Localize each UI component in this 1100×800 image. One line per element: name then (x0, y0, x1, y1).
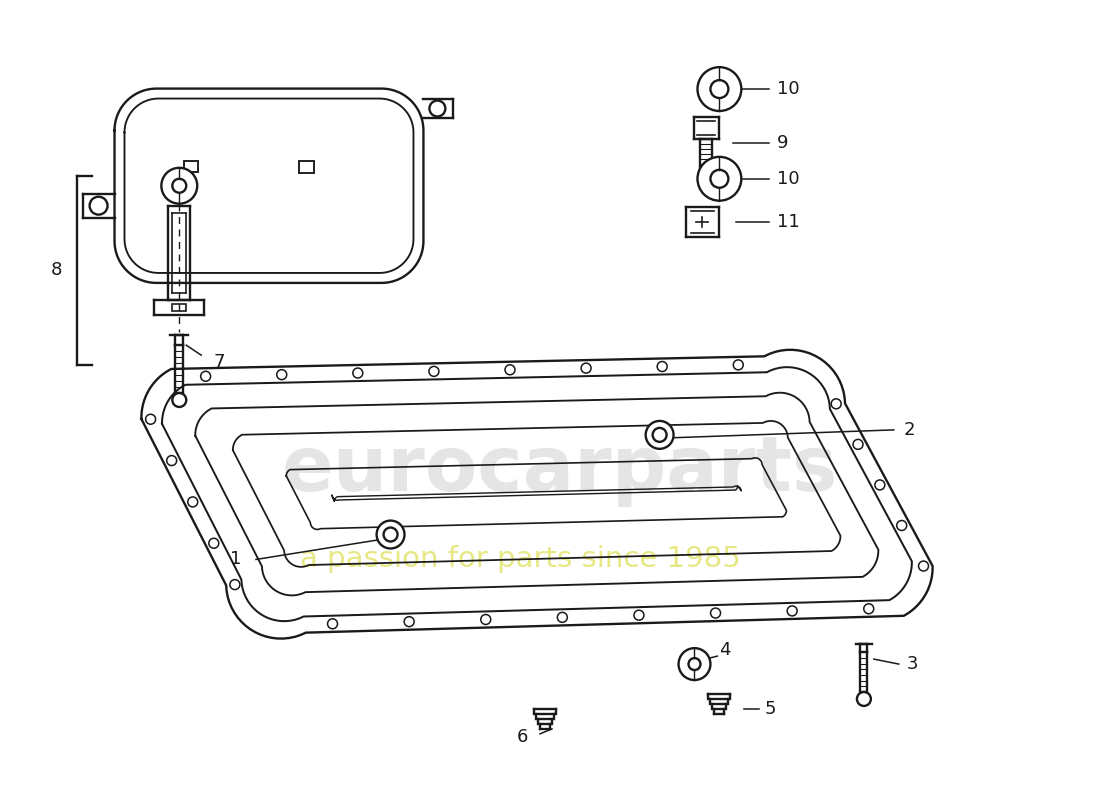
Text: 1: 1 (230, 550, 241, 569)
Circle shape (857, 692, 871, 706)
Circle shape (711, 608, 720, 618)
Bar (185, 161, 198, 172)
Circle shape (404, 617, 414, 626)
Circle shape (896, 521, 906, 530)
Circle shape (697, 157, 741, 201)
Text: 5: 5 (764, 700, 776, 718)
Circle shape (652, 428, 667, 442)
Circle shape (711, 80, 728, 98)
Bar (173, 304, 186, 311)
Circle shape (200, 371, 210, 382)
Text: 11: 11 (778, 213, 800, 230)
Circle shape (376, 521, 405, 549)
Text: 8: 8 (51, 262, 62, 279)
Circle shape (188, 497, 198, 507)
Text: 4: 4 (719, 641, 730, 659)
Circle shape (832, 399, 842, 409)
Circle shape (788, 606, 798, 616)
Circle shape (634, 610, 643, 620)
Circle shape (918, 561, 928, 571)
Circle shape (864, 604, 873, 614)
Text: 6: 6 (517, 728, 528, 746)
Circle shape (581, 363, 591, 373)
Circle shape (429, 101, 446, 117)
Circle shape (145, 414, 155, 424)
Circle shape (173, 178, 186, 193)
Circle shape (657, 362, 668, 371)
Circle shape (874, 480, 884, 490)
Circle shape (852, 439, 864, 450)
Text: 2: 2 (904, 421, 915, 439)
Circle shape (689, 658, 701, 670)
Text: 3: 3 (906, 655, 918, 673)
Circle shape (734, 360, 744, 370)
Circle shape (646, 421, 673, 449)
Circle shape (558, 612, 568, 622)
Circle shape (173, 393, 186, 407)
Circle shape (277, 370, 287, 380)
Circle shape (89, 197, 108, 214)
Text: eurocarparts: eurocarparts (282, 433, 838, 506)
Circle shape (429, 366, 439, 376)
Circle shape (679, 648, 711, 680)
Circle shape (328, 619, 338, 629)
Circle shape (167, 456, 177, 466)
Text: 9: 9 (778, 134, 789, 152)
Circle shape (505, 365, 515, 374)
Text: 7: 7 (213, 353, 224, 371)
Circle shape (230, 580, 240, 590)
Text: 10: 10 (778, 170, 800, 188)
Bar (299, 161, 314, 173)
Circle shape (209, 538, 219, 548)
Text: a passion for parts since 1985: a passion for parts since 1985 (299, 546, 740, 574)
Circle shape (481, 614, 491, 625)
Circle shape (353, 368, 363, 378)
Text: 10: 10 (778, 80, 800, 98)
Circle shape (697, 67, 741, 111)
Circle shape (162, 168, 197, 204)
Circle shape (384, 527, 397, 542)
Circle shape (711, 170, 728, 188)
